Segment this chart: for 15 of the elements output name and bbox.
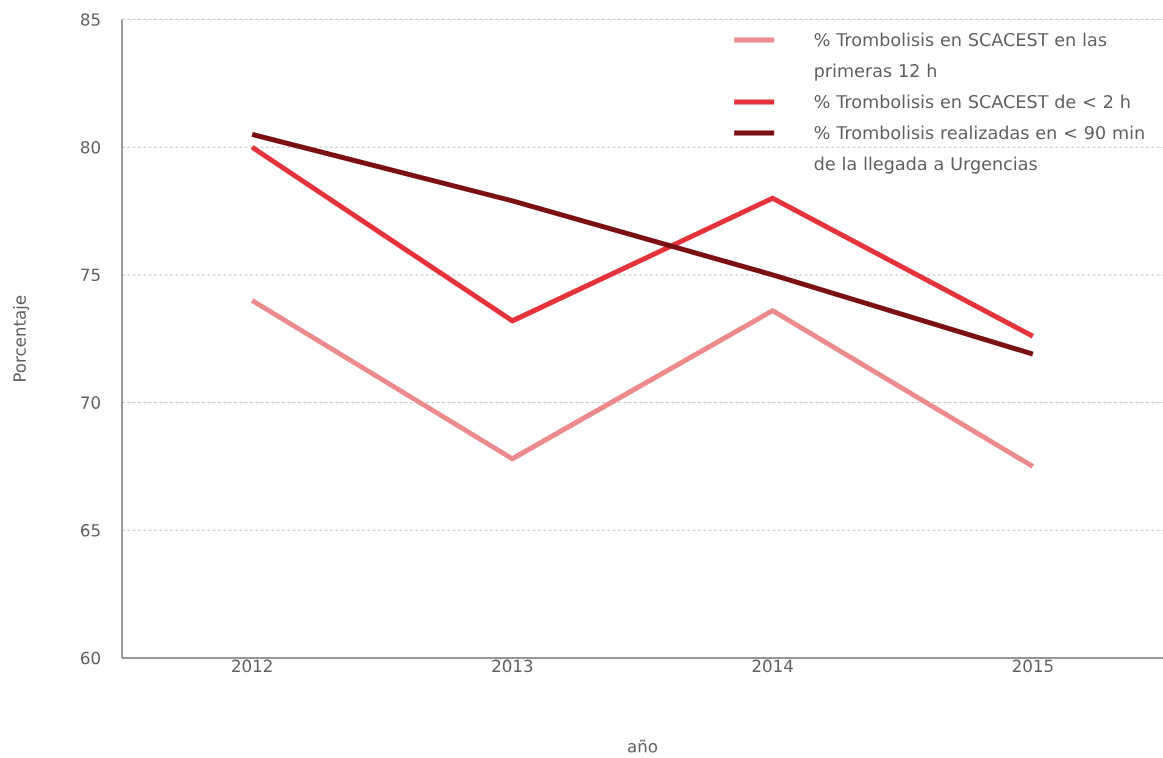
x-tick-label: 2015	[1012, 659, 1053, 673]
legend-label: % Trombolisis en SCACEST de < 2 h	[814, 94, 1130, 109]
y-axis-title: Porcentaje	[12, 295, 30, 381]
legend-label: % Trombolisis realizadas en < 90 min de la llegada a Urgencias	[814, 125, 1144, 174]
y-tick-label: 75	[81, 268, 100, 282]
y-tick-label: 80	[80, 140, 100, 154]
y-tick-label: 65	[81, 523, 100, 537]
x-axis-title: año	[628, 739, 658, 753]
y-tick-label: 70	[81, 396, 100, 409]
y-tick-label: 85	[80, 13, 100, 26]
legend-label: % Trombolisis en SCACEST en las primeras 12 h	[814, 32, 1107, 81]
x-tick-label: 2014	[752, 659, 793, 673]
x-tick-label: 2012	[232, 659, 272, 673]
y-tick-label: 60	[81, 651, 100, 665]
x-tick-label: 2013	[492, 659, 533, 673]
